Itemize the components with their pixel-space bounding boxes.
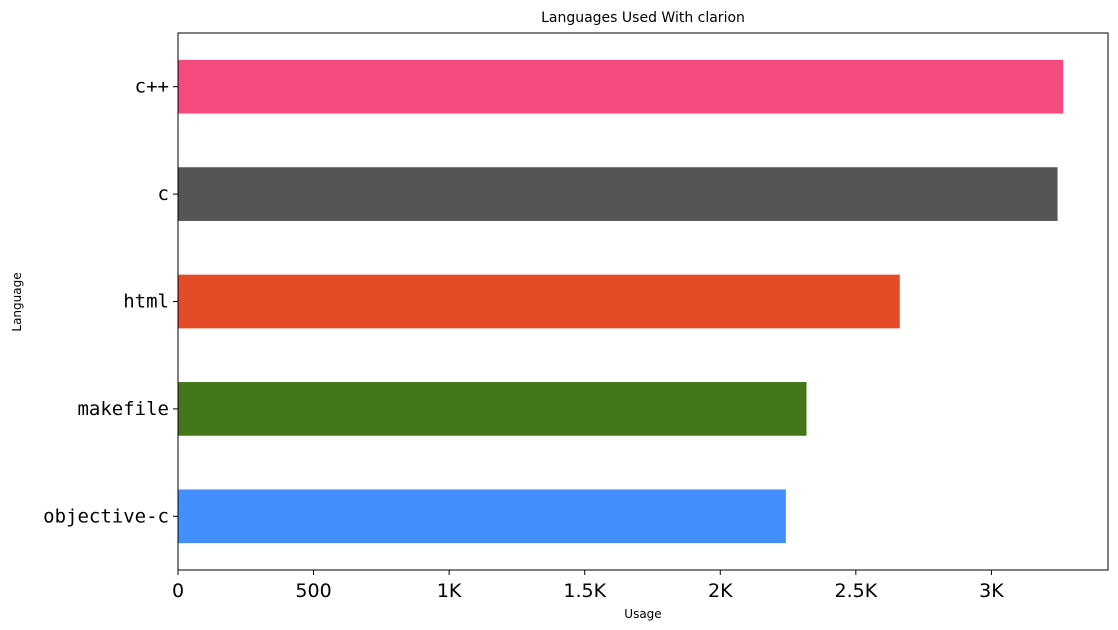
x-tick-label: 0 <box>172 580 184 602</box>
x-tick-label: 2K <box>708 580 733 602</box>
bar-makefile <box>178 382 807 436</box>
x-axis-label: Usage <box>624 607 661 621</box>
y-axis-ticks: c++ c html makefile objective-c <box>43 76 178 527</box>
chart-title: Languages Used With clarion <box>541 10 745 26</box>
x-tick-label: 2.5K <box>834 580 877 602</box>
plot-frame <box>177 32 1109 571</box>
bar-c++ <box>178 59 1064 114</box>
bar-html <box>178 274 900 329</box>
y-tick-label: c++ <box>135 76 169 98</box>
x-tick-label: 500 <box>295 580 331 602</box>
bars <box>178 59 1064 544</box>
x-tick-label: 1K <box>437 580 462 602</box>
y-tick-label: c <box>158 183 169 205</box>
y-tick-label: makefile <box>77 398 169 420</box>
y-tick-label: html <box>123 291 169 313</box>
y-axis-label: Language <box>10 272 24 331</box>
x-tick-label: 3K <box>979 580 1004 602</box>
y-tick-label: objective-c <box>43 505 169 527</box>
bar-objective-c <box>178 489 786 544</box>
x-axis-ticks: 0 500 1K 1.5K 2K 2.5K 3K <box>172 570 1004 602</box>
x-tick-label: 1.5K <box>563 580 606 602</box>
bar-c <box>178 167 1058 221</box>
